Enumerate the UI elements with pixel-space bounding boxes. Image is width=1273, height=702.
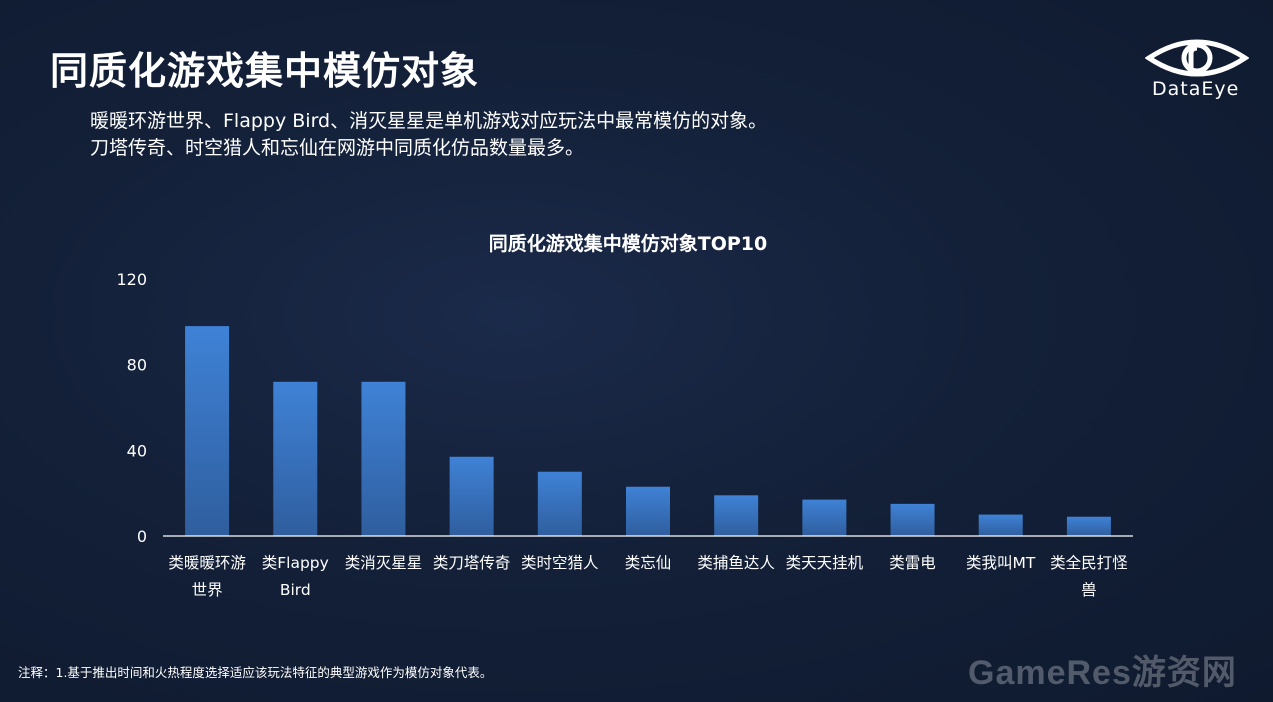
x-tick-label: 类雷电 bbox=[889, 554, 936, 572]
bar bbox=[978, 514, 1023, 536]
bar bbox=[714, 495, 759, 536]
bar bbox=[449, 456, 494, 536]
y-tick-label: 0 bbox=[137, 527, 147, 546]
footnote: 注释：1.基于推出时间和火热程度选择适应该玩法特征的典型游戏作为模仿对象代表。 bbox=[18, 665, 493, 680]
logo-text: DataEye bbox=[1152, 78, 1240, 100]
x-tick-label: 类刀塔传奇 bbox=[433, 554, 511, 572]
bar bbox=[185, 326, 230, 536]
bar bbox=[802, 499, 847, 536]
bar bbox=[361, 381, 406, 536]
bar bbox=[626, 486, 670, 536]
x-tick-label: 类暖暖环游世界 bbox=[168, 554, 246, 599]
dataeye-logo-icon bbox=[1145, 39, 1249, 77]
x-tick-label: 类我叫MT bbox=[966, 554, 1036, 572]
x-tick-label: 类捕鱼达人 bbox=[697, 554, 775, 572]
page-title: 同质化游戏集中模仿对象 bbox=[50, 49, 480, 93]
x-tick-label: 类忘仙 bbox=[625, 554, 672, 572]
y-tick-label: 80 bbox=[127, 356, 147, 375]
bar bbox=[537, 471, 582, 536]
x-tick-label: 类Flappy Bird bbox=[262, 554, 329, 599]
x-tick-label: 类时空猎人 bbox=[521, 554, 599, 572]
y-tick-label: 120 bbox=[116, 270, 147, 289]
bar bbox=[1066, 516, 1111, 536]
y-tick-label: 40 bbox=[127, 441, 147, 460]
subtitle-line-1: 暖暖环游世界、Flappy Bird、消灭星星是单机游戏对应玩法中最常模仿的对象… bbox=[90, 110, 768, 132]
x-tick-label: 类全民打怪兽 bbox=[1050, 554, 1128, 599]
subtitle-line-2: 刀塔传奇、时空猎人和忘仙在网游中同质化仿品数量最多。 bbox=[90, 137, 585, 159]
x-tick-label: 类消灭星星 bbox=[345, 554, 423, 572]
chart-title: 同质化游戏集中模仿对象TOP10 bbox=[489, 232, 767, 255]
bar bbox=[890, 503, 935, 536]
watermark: GameRes游资网 bbox=[968, 654, 1237, 692]
bar bbox=[273, 381, 318, 536]
x-tick-label: 类天天挂机 bbox=[786, 554, 864, 572]
